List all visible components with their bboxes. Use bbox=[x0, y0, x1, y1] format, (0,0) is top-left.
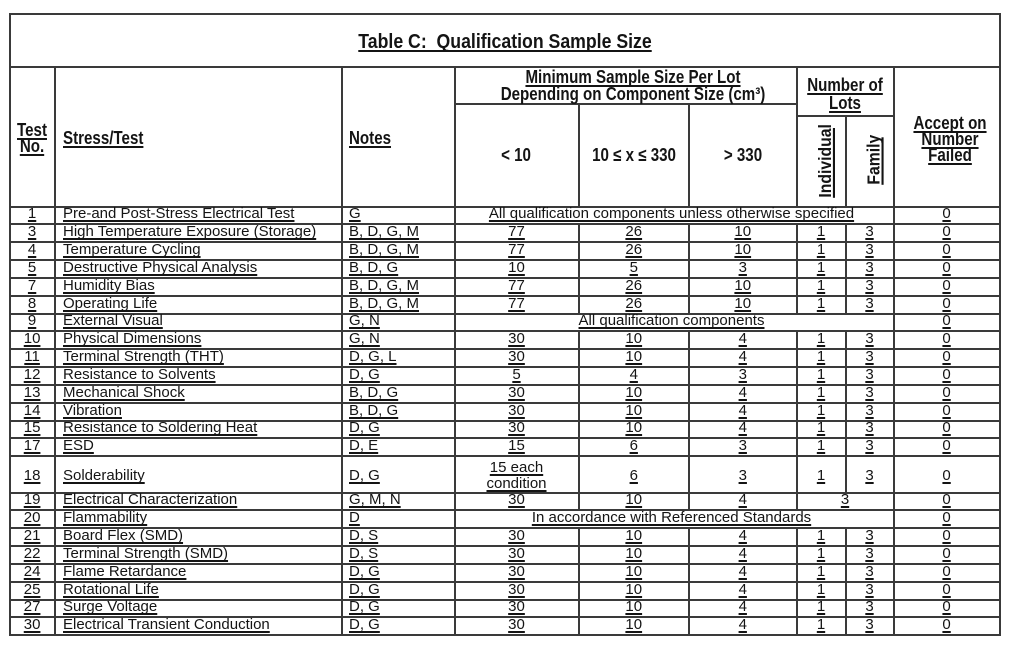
svg-text:Family: Family bbox=[864, 134, 884, 184]
svg-text:Individual: Individual bbox=[815, 124, 835, 197]
